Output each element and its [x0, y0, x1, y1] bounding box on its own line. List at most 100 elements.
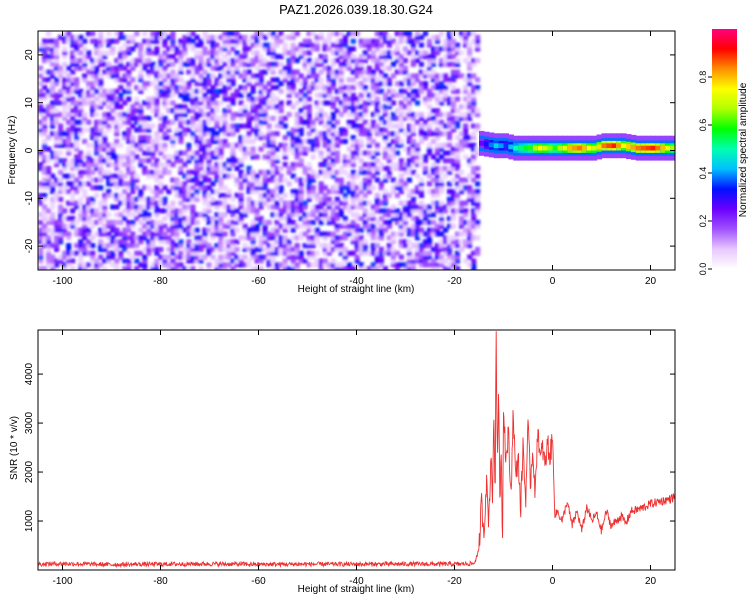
- spectrogram-cell: [202, 216, 208, 222]
- spectrogram-cell: [210, 223, 216, 229]
- spectrogram-cell: [218, 258, 224, 264]
- spectrogram-cell: [162, 58, 168, 64]
- spectrogram-cell: [318, 81, 324, 87]
- spectrogram-cell: [450, 73, 457, 79]
- spectrogram-cell: [374, 158, 380, 164]
- spectrogram-cell: [374, 77, 380, 83]
- spectrogram-cell: [146, 212, 152, 218]
- spectrogram-cell: [378, 115, 384, 121]
- spectrogram-cell: [38, 254, 44, 260]
- spectrogram-cell: [202, 196, 208, 202]
- spectrogram-cell: [170, 69, 176, 75]
- spectrogram-cell: [350, 196, 356, 202]
- spectrogram-cell: [471, 200, 477, 206]
- spectrogram-cell: [342, 65, 348, 71]
- spectrogram-cell: [390, 38, 396, 44]
- spectrogram-cell: [78, 104, 84, 110]
- spectrogram-cell: [154, 266, 160, 270]
- spectrogram-cell: [286, 50, 292, 56]
- spectrogram-cell: [467, 112, 473, 118]
- spectrogram-cell: [78, 266, 84, 270]
- spectrogram-cell: [422, 208, 429, 214]
- spectrogram-cell: [162, 85, 168, 91]
- spectrogram-cell: [450, 196, 457, 202]
- spectrogram-cell: [354, 127, 360, 133]
- spectrogram-cell: [194, 100, 200, 106]
- spectrogram-cell: [386, 88, 392, 94]
- spectrogram-cell: [242, 235, 248, 241]
- spectrogram-cell: [426, 231, 433, 237]
- spectrogram-cell: [182, 92, 188, 98]
- spectrogram-cell: [463, 127, 469, 133]
- spectrogram-cell: [66, 246, 72, 252]
- spectrogram-cell: [250, 100, 256, 106]
- spectrogram-cell: [82, 38, 88, 44]
- spectrogram-cell: [362, 200, 368, 206]
- spectrogram-cell: [282, 115, 288, 121]
- spectrogram-cell: [414, 227, 421, 233]
- spectrogram-cell: [318, 189, 324, 195]
- spectrogram-signal-cell: [665, 145, 671, 151]
- spectrogram-cell: [186, 61, 192, 67]
- spectrogram-cell: [66, 254, 72, 260]
- spectrogram-cell: [430, 69, 437, 75]
- spectrogram-cell: [366, 123, 372, 129]
- spectrogram-cell: [298, 189, 304, 195]
- spectrogram-cell: [398, 142, 404, 148]
- spectrogram-cell: [370, 162, 376, 168]
- spectrogram-cell: [50, 88, 56, 94]
- spectrogram-cell: [82, 246, 88, 252]
- spectrogram-cell: [54, 81, 60, 87]
- spectrogram-cell: [366, 250, 372, 256]
- spectrogram-cell: [62, 100, 68, 106]
- spectrogram-cell: [286, 81, 292, 87]
- spectrogram-cell: [362, 181, 368, 187]
- spectrogram-cell: [442, 88, 449, 94]
- spectrogram-cell: [438, 119, 445, 125]
- spectrogram-cell: [274, 42, 280, 48]
- spectrogram-cell: [406, 158, 412, 164]
- spectrogram-cell: [146, 115, 152, 121]
- spectrogram-cell: [238, 173, 244, 179]
- spectrogram-cell: [250, 42, 256, 48]
- snr-x-axis: -100 -80 -60 -40 -20 0 20: [52, 330, 656, 587]
- spectrogram-cell: [475, 127, 481, 133]
- spectrogram-cell: [366, 131, 372, 137]
- spectrogram-cell: [166, 154, 172, 160]
- spectrogram-cell: [370, 173, 376, 179]
- spectrogram-cell: [118, 162, 124, 168]
- spectrogram-cell: [406, 165, 412, 171]
- spectrogram-cell: [162, 146, 168, 152]
- spectrogram-cell: [58, 254, 64, 260]
- spectrogram-cell: [102, 92, 108, 98]
- spectrogram-cell: [154, 85, 160, 91]
- x-tick-label: -40: [349, 276, 364, 287]
- spectrogram-cell: [342, 246, 348, 252]
- y-tick-label: 3000: [24, 412, 35, 435]
- spectrogram-cell: [234, 58, 240, 64]
- spectrogram-cell: [150, 243, 156, 249]
- spectrogram-cell: [362, 169, 368, 175]
- spectrogram-cell: [322, 243, 328, 249]
- spectrogram-cell: [358, 112, 364, 118]
- spectrogram-cell: [418, 181, 425, 187]
- spectrogram-cell: [154, 73, 160, 79]
- spectrogram-cell: [190, 100, 196, 106]
- spectrogram-cell: [467, 135, 473, 141]
- spectrogram-signal-cell: [552, 145, 558, 151]
- spectrogram-cell: [467, 235, 473, 241]
- spectrogram-cell: [50, 154, 56, 160]
- spectrogram-cell: [190, 123, 196, 129]
- spectrogram-cell: [246, 38, 252, 44]
- spectrogram-cell: [190, 219, 196, 225]
- spectrogram-cell: [38, 162, 44, 168]
- spectrogram-cell: [330, 42, 336, 48]
- spectrogram-cell: [146, 219, 152, 225]
- spectrogram-cell: [146, 100, 152, 106]
- spectrogram-cell: [426, 61, 433, 67]
- spectrogram-cell: [130, 177, 136, 183]
- spectrogram-cell: [278, 104, 284, 110]
- spectrogram-cell: [306, 189, 312, 195]
- spectrogram-cell: [118, 96, 124, 102]
- spectrogram-cell: [438, 31, 445, 37]
